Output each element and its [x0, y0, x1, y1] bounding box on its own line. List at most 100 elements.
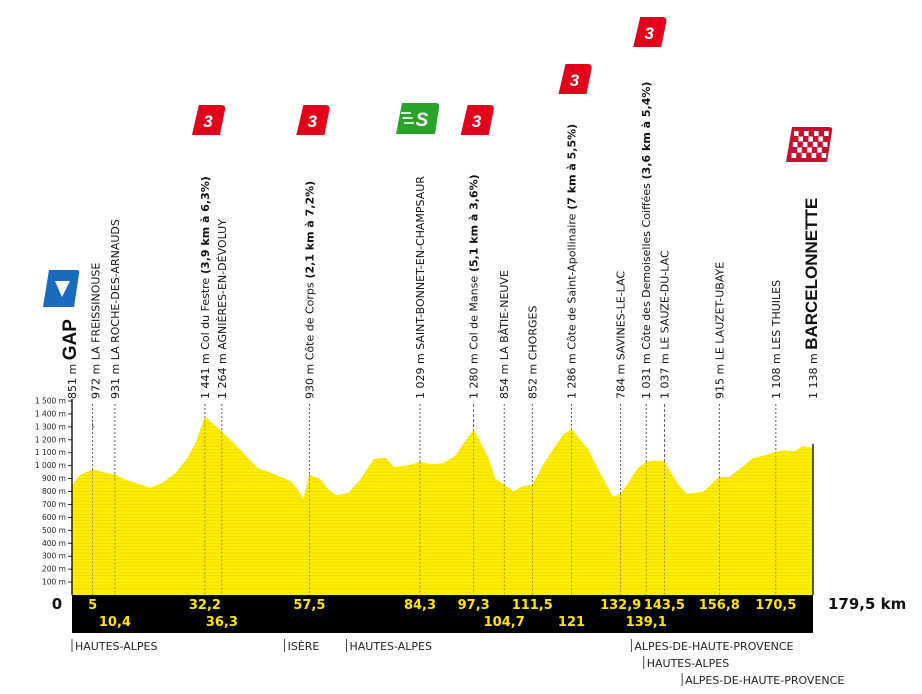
waypoint-name: AGNIÈRES-EN-DÉVOLUY	[216, 219, 229, 350]
y-tick-label: 100 m	[42, 578, 66, 587]
waypoint-name: Côte des Demoiselles Coiffées	[640, 183, 653, 350]
waypoint-name: Côte de Saint-Apollinaire	[566, 213, 579, 349]
waypoint-label: 1 031 m Côte des Demoiselles Coiffées (3…	[640, 82, 653, 399]
waypoint-name: Col du Festre	[199, 278, 212, 350]
region-label: ALPES-DE-HAUTE-PROVENCE	[634, 640, 793, 653]
sprint-text: S	[416, 110, 429, 131]
region-label: HAUTES-ALPES	[75, 640, 157, 653]
waypoint-elevation: 854 m	[498, 360, 511, 399]
y-tick-label: 1 400 m	[35, 409, 66, 418]
km-label: 104,7	[484, 615, 525, 630]
waypoint-text: 972 m LA FREISSINOUSE	[90, 263, 103, 399]
km-label: 143,5	[644, 598, 685, 613]
climb-badge	[460, 105, 494, 135]
waypoint-name: LA BÂTIE-NEUVE	[498, 270, 511, 360]
finish-checker	[821, 153, 827, 158]
waypoint-town-big: GAP	[60, 319, 81, 361]
waypoint-elevation: 972 m	[90, 360, 103, 399]
waypoint-elbow	[92, 423, 95, 428]
finish-checker	[807, 147, 812, 153]
climb-category-marker: 3	[191, 105, 226, 135]
finish-checker	[798, 136, 803, 142]
y-tick-label: 900 m	[42, 474, 66, 483]
waypoint-elevation: 1 029 m	[414, 350, 427, 399]
y-tick-label: 500 m	[42, 526, 66, 535]
km-label: 32,2	[189, 598, 221, 613]
waypoint-name: SAINT-BONNET-EN-CHAMPSAUR	[414, 176, 427, 350]
waypoint-text: 915 m LE LAUZET-UBAYE	[713, 262, 726, 399]
waypoint-name: LA FREISSINOUSE	[90, 263, 103, 361]
waypoint-text: 852 m CHORGES	[526, 306, 539, 399]
waypoint-name: SAVINES-LE-LAC	[615, 271, 628, 361]
finish-checker	[822, 142, 828, 147]
climb-category-marker: 3	[633, 17, 667, 47]
waypoint-elevation: 1 280 m	[468, 350, 481, 399]
waypoint-elevation: 1 037 m	[658, 350, 671, 399]
climb-category-text: 3	[472, 112, 482, 131]
km-label: 179,5 km	[828, 595, 906, 613]
waypoint-label: 1 441 m Col du Festre (3,9 km à 6,3%)	[199, 176, 212, 399]
waypoint-elevation: 1 286 m	[566, 350, 579, 399]
waypoint-label: 1 108 m LES THUILES	[770, 280, 783, 399]
finish-marker	[786, 127, 833, 162]
waypoint-elevation: 931 m	[109, 360, 122, 399]
waypoint-label: 930 m Côte de Corps (2,1 km à 7,2%)	[303, 181, 316, 399]
waypoint-elevation: 1 138 m	[807, 350, 820, 399]
y-tick-label: 400 m	[42, 539, 66, 548]
waypoint-elevation: 1 441 m	[199, 350, 212, 399]
y-tick-label: 1 300 m	[35, 422, 66, 431]
waypoint-name: Côte de Corps	[303, 282, 316, 360]
waypoint-label: 915 m LE LAUZET-UBAYE	[713, 262, 726, 399]
waypoint-text: 930 m Côte de Corps (2,1 km à 7,2%)	[303, 181, 316, 399]
waypoint-name: LE LAUZET-UBAYE	[713, 262, 726, 360]
region-label: HAUTES-ALPES	[350, 640, 432, 653]
finish-checker	[824, 131, 829, 136]
waypoint-label: 1 286 m Côte de Saint-Apollinaire (7 km …	[566, 124, 579, 399]
climb-badge	[296, 105, 330, 135]
km-label: 84,3	[404, 598, 436, 613]
waypoint-name: LE SAUZE-DU-LAC	[658, 250, 671, 350]
waypoint-elevation: 852 m	[526, 360, 539, 399]
finish-checker	[817, 147, 822, 153]
waypoint-text: 1 138 m BARCELONNETTE	[802, 198, 821, 399]
finish-checker	[804, 131, 809, 136]
y-tick-label: 300 m	[42, 552, 66, 561]
waypoint-label: 931 m LA ROCHE-DES-ARNAUDS	[109, 219, 122, 399]
region-label: HAUTES-ALPES	[647, 657, 729, 670]
elevation-area	[72, 416, 813, 595]
waypoint-elevation: 930 m	[303, 360, 316, 399]
waypoint-text: 1 037 m LE SAUZE-DU-LAC	[658, 250, 671, 399]
waypoint-elevation: 1 108 m	[770, 350, 783, 399]
climb-category-marker: 3	[460, 105, 494, 135]
sprint-marker: S	[396, 103, 440, 134]
finish-checker	[791, 153, 797, 158]
waypoint-text: 1 031 m Côte des Demoiselles Coiffées (3…	[640, 82, 653, 399]
km-axis-bar	[72, 595, 813, 633]
start-arrow-icon	[55, 281, 70, 297]
finish-checker	[811, 153, 817, 158]
waypoint-climb-detail: (5,1 km à 3,6%)	[468, 174, 481, 276]
waypoint-label: 1 037 m LE SAUZE-DU-LAC	[658, 250, 671, 399]
waypoint-climb-detail: (2,1 km à 7,2%)	[303, 181, 316, 283]
waypoint-name: LA ROCHE-DES-ARNAUDS	[109, 219, 122, 360]
waypoint-climb-detail: (3,6 km à 5,4%)	[640, 82, 653, 184]
y-tick-label: 700 m	[42, 500, 66, 509]
waypoint-town-big: BARCELONNETTE	[802, 198, 821, 350]
km-label: 132,9	[600, 598, 641, 613]
waypoint-text: 854 m LA BÂTIE-NEUVE	[498, 270, 511, 399]
y-tick-label: 800 m	[42, 487, 66, 496]
y-tick-label: 1 100 m	[35, 448, 66, 457]
waypoint-label: 1 029 m SAINT-BONNET-EN-CHAMPSAUR	[414, 176, 427, 399]
climb-category-marker: 3	[558, 64, 592, 94]
waypoint-label: 852 m CHORGES	[526, 306, 539, 399]
climb-category-marker: 3	[296, 105, 330, 135]
finish-checker	[801, 153, 807, 158]
waypoint-elevation: 784 m	[615, 360, 628, 399]
waypoint-climb-detail: (3,9 km à 6,3%)	[199, 176, 212, 278]
waypoint-text: 1 029 m SAINT-BONNET-EN-CHAMPSAUR	[414, 176, 427, 399]
finish-checker	[797, 147, 802, 153]
waypoint-label: 972 m LA FREISSINOUSE	[90, 263, 103, 399]
climb-category-text: 3	[308, 112, 318, 131]
region-label: ALPES-DE-HAUTE-PROVENCE	[685, 674, 844, 687]
